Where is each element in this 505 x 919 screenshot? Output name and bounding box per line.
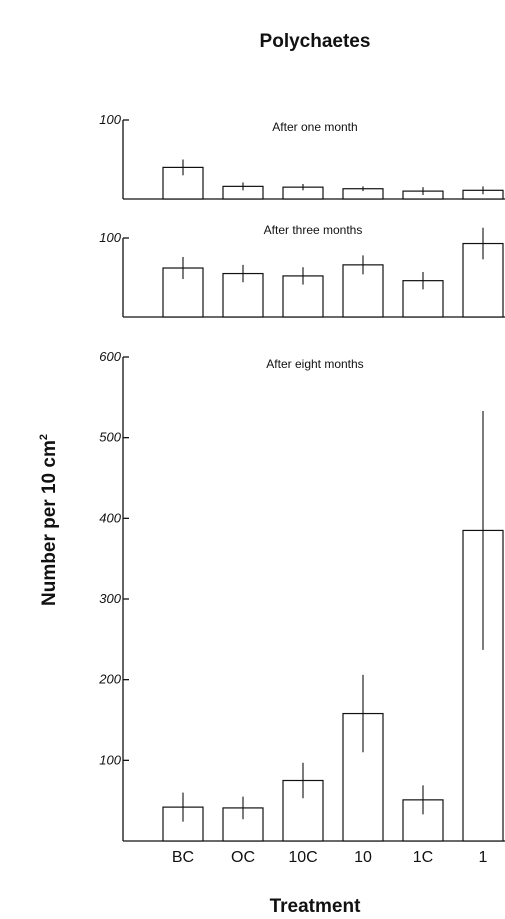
y-tick-label: 100 [99,112,121,127]
category-label: 10C [288,849,317,866]
y-tick-label: 500 [99,430,121,445]
y-tick-label: 600 [99,349,121,364]
panel-2: After three months 100 [99,223,505,318]
x-axis-label: Treatment [270,896,361,917]
y-tick-label: 100 [99,752,121,767]
y-tick-label: 100 [99,230,121,245]
panel-3: After eight months 100 200 300 400 500 600 [98,349,505,842]
y-tick-label: 300 [99,591,121,606]
y-axis-label-text: Number per 10 cm [39,440,60,606]
panel-title: After three months [264,223,363,237]
panel-1: After one month 100 [99,112,505,200]
category-label: 1 [479,849,488,866]
chart-title: Polychaetes [260,31,371,52]
bar-1c [402,799,444,842]
category-label: 10 [354,849,372,866]
x-axis-categories: BC OC 10C 10 1C 1 [172,849,488,866]
y-axis-label-superscript: 2 [38,434,50,440]
panel-title: After eight months [266,357,363,371]
panel-title: After one month [272,120,357,134]
category-label: 1C [413,849,433,866]
y-tick-label: 400 [99,510,121,525]
category-label: OC [231,849,255,866]
y-axis-label: Number per 10 cm2 [38,434,60,606]
category-label: BC [172,849,194,866]
y-tick-label: 200 [98,672,121,687]
